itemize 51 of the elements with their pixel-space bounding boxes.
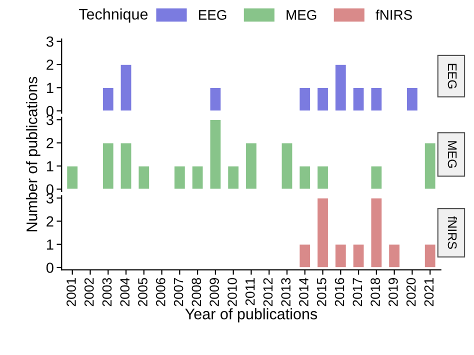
y-tick-label: 1 — [46, 240, 54, 250]
x-tick-label: 2017 — [352, 278, 362, 306]
y-tick-label: 1 — [46, 161, 54, 172]
bar — [370, 166, 382, 190]
y-axis-title: Number of publications — [26, 76, 40, 232]
x-tick-label: 2021 — [424, 278, 434, 306]
legend-label: fNIRS — [376, 10, 412, 20]
y-tick-label: 2 — [46, 216, 54, 226]
bar — [245, 142, 258, 190]
bar — [138, 166, 150, 190]
x-tick-label: 2007 — [174, 278, 184, 306]
text: fNIRS — [448, 216, 458, 249]
x-tick-label: 2018 — [370, 278, 380, 306]
bar — [66, 166, 78, 190]
x-tick-label: 2006 — [156, 278, 166, 306]
bar — [210, 119, 222, 190]
legend-label: EEG — [199, 10, 226, 20]
x-tick-label: 2004 — [120, 278, 130, 306]
x-tick-label: 2003 — [102, 278, 112, 306]
x-tick-label: 2016 — [334, 278, 344, 306]
legend-title: Technique — [78, 8, 148, 23]
bar — [120, 142, 132, 190]
x-tick-label: 2008 — [192, 278, 202, 306]
legend-label: MEG — [286, 10, 316, 20]
x-tick-label: 2011 — [245, 278, 255, 306]
bar — [192, 166, 204, 190]
bar — [281, 142, 293, 190]
y-tick-label: 3 — [46, 36, 54, 47]
x-tick-label: 2020 — [406, 278, 416, 306]
y-tick-label: 2 — [46, 60, 54, 70]
x-tick-label: 2002 — [84, 278, 94, 306]
x-tick-label: 2012 — [263, 278, 273, 306]
x-tick-label: 2010 — [228, 278, 237, 306]
bar — [316, 166, 329, 190]
x-tick-label: 2001 — [66, 278, 76, 306]
x-tick-label: 2013 — [281, 278, 291, 306]
y-tick-label: 1 — [46, 82, 54, 93]
text: MEG — [448, 141, 457, 168]
bar — [298, 166, 311, 190]
bar — [227, 166, 240, 190]
y-tick-label: 2 — [46, 138, 54, 148]
y-tick-label: 0 — [46, 262, 54, 273]
text: EEG — [448, 64, 457, 88]
bar — [174, 166, 186, 190]
bar — [102, 142, 114, 190]
x-tick-label: 2015 — [316, 278, 326, 306]
x-tick-label: 2019 — [388, 278, 398, 306]
x-tick-label: 2009 — [210, 278, 219, 306]
x-tick-label: 2014 — [299, 278, 308, 306]
x-tick-label: 2005 — [138, 278, 148, 306]
x-axis-title: Year of publications — [185, 308, 318, 322]
